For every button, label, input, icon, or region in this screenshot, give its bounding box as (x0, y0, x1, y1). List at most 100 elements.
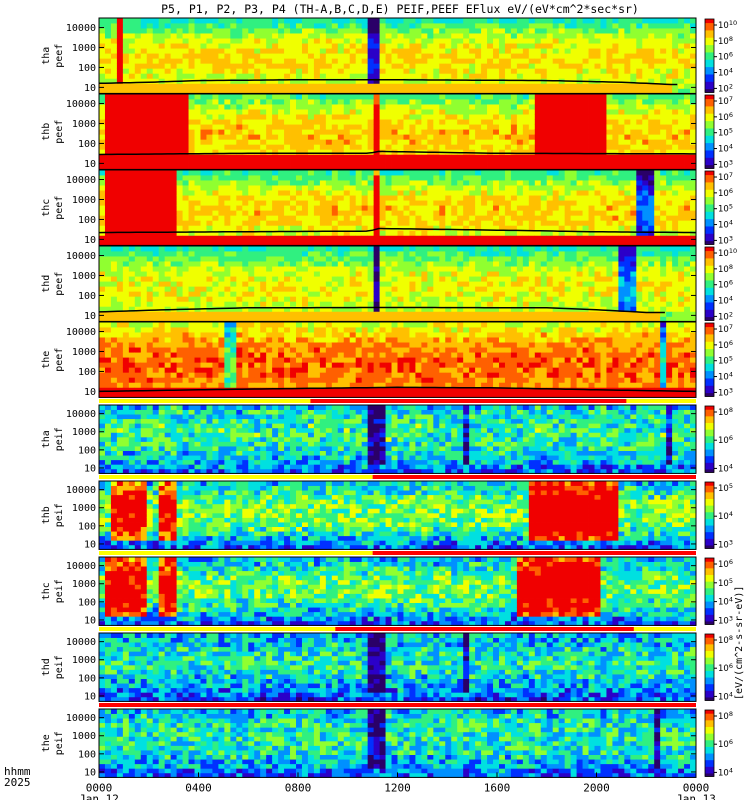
heatmap-cell (188, 53, 195, 59)
heatmap-cell (618, 180, 625, 186)
heatmap-cell (128, 185, 136, 191)
heatmap-cell (325, 149, 333, 155)
heatmap-cell (319, 230, 327, 236)
heatmap-cell (415, 205, 422, 211)
heatmap-cell (116, 83, 124, 89)
heatmap-cell (403, 205, 410, 211)
heatmap-cell (630, 109, 637, 115)
heatmap-cell (654, 230, 661, 236)
heatmap-cell (528, 180, 536, 186)
heatmap-cell (361, 230, 369, 236)
heatmap-cell (564, 28, 572, 34)
heatmap-cell (457, 134, 464, 140)
heatmap-cell (552, 88, 560, 94)
heatmap-cell (498, 109, 506, 115)
heatmap-cell (564, 170, 572, 176)
heatmap-cell (552, 99, 560, 105)
heatmap-cell (475, 68, 482, 74)
heatmap-cell (666, 210, 673, 216)
heatmap-cell (224, 306, 231, 312)
heatmap-cell (648, 109, 655, 115)
heatmap-cell (218, 195, 225, 201)
heatmap-cell (296, 38, 303, 44)
heatmap-cell (146, 301, 154, 307)
heatmap-cell (546, 164, 554, 170)
heatmap-cell (170, 205, 178, 211)
heatmap-cell (99, 68, 106, 74)
heatmap-cell (296, 48, 303, 54)
heatmap-cell (534, 88, 542, 94)
heatmap-cell (128, 195, 136, 201)
heatmap-cell (636, 124, 643, 130)
heatmap-cell (660, 215, 667, 221)
heatmap-cell (630, 73, 637, 79)
heatmap-cell (361, 215, 369, 221)
heatmap-cell (403, 78, 410, 84)
heatmap-cell (504, 210, 512, 216)
heatmap-cell (290, 240, 297, 246)
heatmap-cell (648, 175, 655, 181)
heatmap-cell (421, 58, 428, 64)
heatmap-cell (152, 205, 160, 211)
heatmap-cell (624, 104, 631, 110)
heatmap-cell (188, 271, 195, 277)
heatmap-cell (152, 94, 160, 100)
heatmap-cell (415, 240, 422, 246)
heatmap-cell (427, 48, 434, 54)
heatmap-cell (433, 170, 440, 176)
heatmap-cell (379, 180, 386, 186)
heatmap-cell (373, 170, 380, 176)
heatmap-cell (343, 58, 351, 64)
heatmap-cell (349, 190, 357, 196)
heatmap-cell (409, 190, 416, 196)
heatmap-cell (475, 149, 482, 155)
heatmap-cell (564, 210, 572, 216)
heatmap-cell (284, 139, 291, 145)
heatmap-cell (212, 119, 219, 125)
heatmap-cell (463, 94, 470, 100)
heatmap-cell (307, 180, 315, 186)
colorbar-segment (705, 70, 714, 75)
heatmap-cell (331, 170, 339, 176)
heatmap-cell (493, 200, 500, 206)
heatmap-cell (493, 23, 500, 29)
heatmap-cell (385, 164, 392, 170)
heatmap-cell (128, 316, 136, 322)
heatmap-cell (457, 124, 464, 130)
heatmap-cell (672, 170, 679, 176)
heatmap-cell (212, 159, 219, 165)
heatmap-cell (152, 286, 160, 292)
heatmap-cell (540, 48, 548, 54)
heatmap-cell (469, 230, 476, 236)
heatmap-cell (248, 170, 255, 176)
heatmap-cell (272, 215, 279, 221)
heatmap-cell (660, 53, 667, 59)
heatmap-cell (218, 316, 225, 322)
heatmap-cell (510, 58, 518, 64)
heatmap-cell (469, 149, 476, 155)
heatmap-cell (403, 190, 410, 196)
heatmap-cell (355, 185, 363, 191)
heatmap-cell (678, 190, 685, 196)
heatmap-cell (427, 240, 434, 246)
heatmap-cell (427, 58, 434, 64)
heatmap-cell (140, 195, 148, 201)
heatmap-cell (230, 220, 237, 226)
heatmap-cell (99, 185, 106, 191)
heatmap-cell (415, 119, 422, 125)
heatmap-cell (254, 58, 261, 64)
heatmap-cell (528, 28, 536, 34)
heatmap-cell (672, 94, 679, 100)
heatmap-cell (206, 175, 213, 181)
heatmap-cell (379, 215, 386, 221)
heatmap-cell (612, 195, 619, 201)
heatmap-cell (594, 164, 601, 170)
heatmap-cell (110, 88, 118, 94)
heatmap-cell (206, 215, 213, 221)
heatmap-cell (170, 33, 178, 39)
heatmap-cell (194, 225, 201, 231)
heatmap-cell (504, 185, 512, 191)
heatmap-cell (654, 149, 661, 155)
heatmap-cell (206, 144, 213, 150)
heatmap-cell (451, 230, 458, 236)
